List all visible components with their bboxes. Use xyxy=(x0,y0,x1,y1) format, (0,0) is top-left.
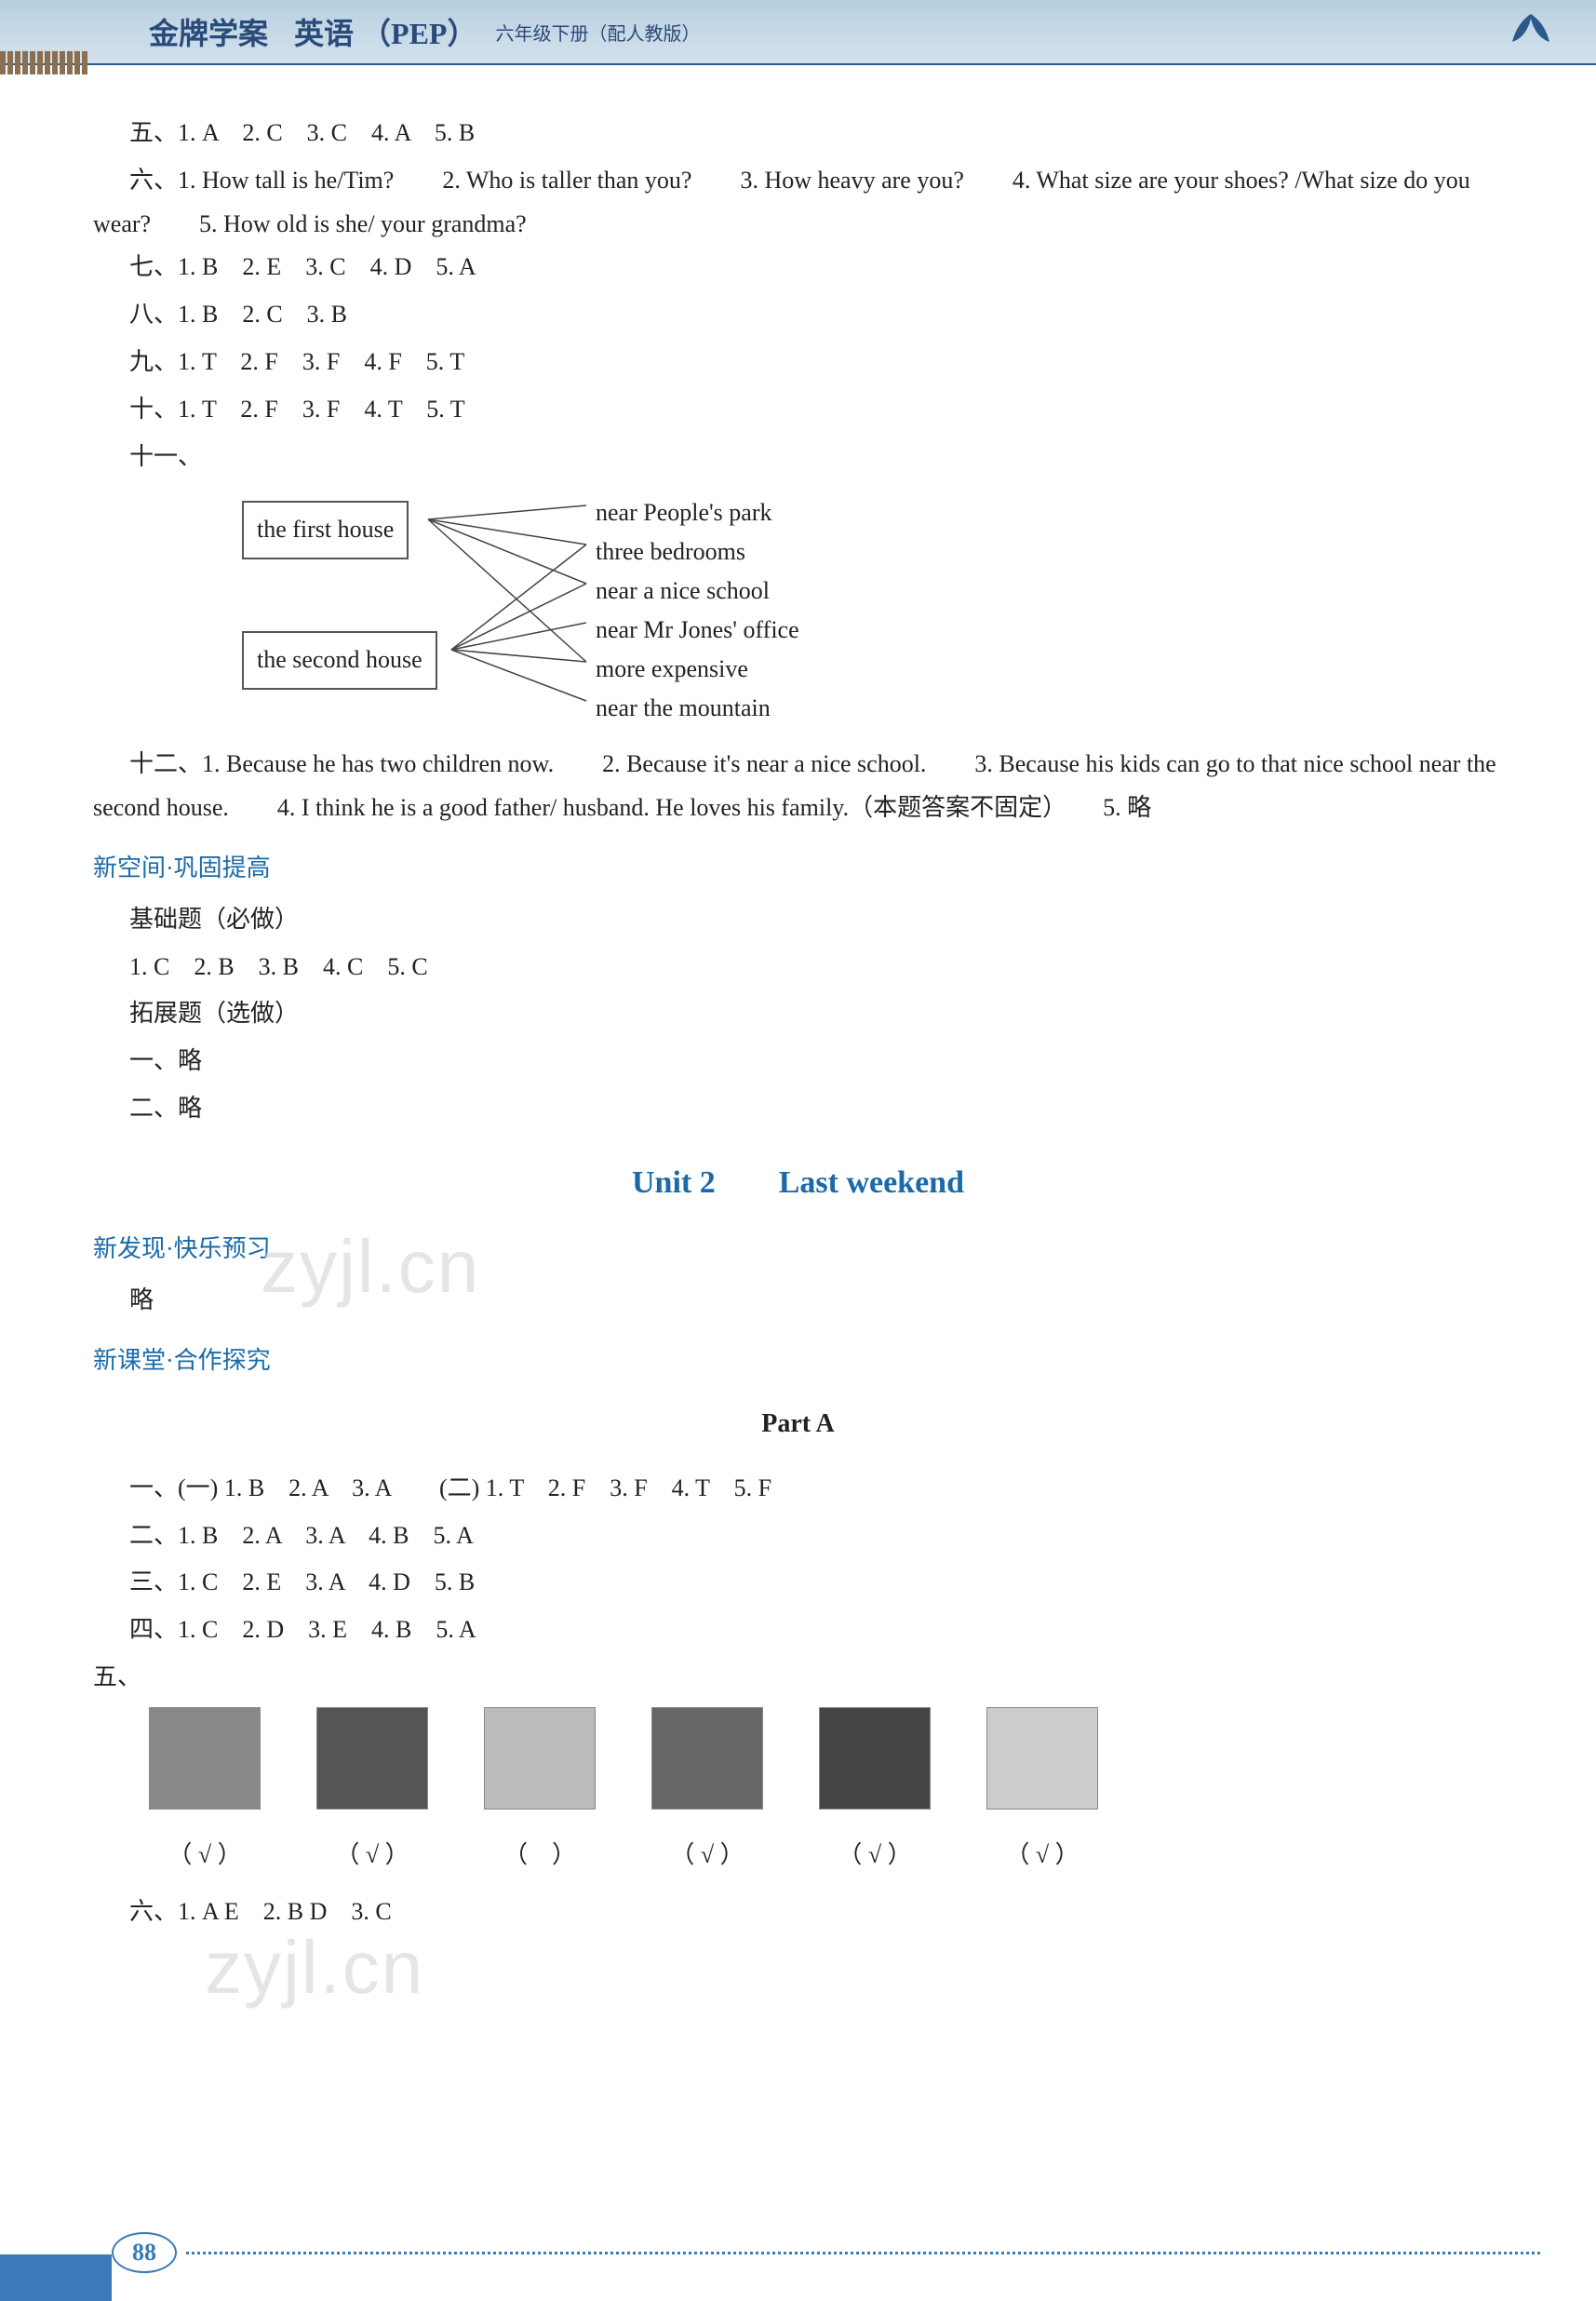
answer-eleven-label: 十一、 xyxy=(93,436,202,479)
diagram-box-2: the second house xyxy=(242,631,437,690)
section-preview: 新发现·快乐预习 xyxy=(93,1228,1503,1272)
image-item-3 xyxy=(484,1707,596,1824)
unit2-five-label: 五、 xyxy=(93,1663,141,1690)
book-title: 金牌学案 英语 （PEP） xyxy=(149,10,476,53)
unit2-two: 二、1. B 2. A 3. A 4. B 5. A xyxy=(93,1514,1503,1558)
diagram-item-3: near Mr Jones' office xyxy=(596,609,799,653)
extend-two: 二、略 xyxy=(93,1087,1503,1131)
check-6: （ √ ） xyxy=(986,1834,1098,1877)
answer-nine: 九、1. T 2. F 3. F 4. F 5. T xyxy=(93,341,1503,384)
image-item-5 xyxy=(819,1707,931,1824)
image-item-6 xyxy=(986,1707,1098,1824)
diagram-item-4: more expensive xyxy=(596,648,748,692)
check-5: （ √ ） xyxy=(819,1834,931,1877)
diagram-item-2: near a nice school xyxy=(596,570,770,613)
check-2: （ √ ） xyxy=(316,1834,428,1877)
diagram-item-5: near the mountain xyxy=(596,687,771,731)
basic-label: 基础题（必做） xyxy=(93,898,1503,942)
section-consolidate: 新空间·巩固提高 xyxy=(93,847,1503,891)
diagram-box-1: the first house xyxy=(242,501,409,559)
content-area: 五、1. A 2. C 3. C 4. A 5. B 六、1. How tall… xyxy=(0,65,1596,2040)
bottom-bar xyxy=(0,2254,112,2301)
answer-twelve: 十二、1. Because he has two children now. 2… xyxy=(93,743,1503,830)
section-classroom: 新课堂·合作探究 xyxy=(93,1339,1503,1383)
page-number: 88 xyxy=(112,2232,177,2273)
check-4: （ √ ） xyxy=(651,1834,763,1877)
answer-six: 六、1. How tall is he/Tim? 2. Who is talle… xyxy=(93,159,1503,247)
image-row xyxy=(149,1707,1503,1824)
unit2-four: 四、1. C 2. D 3. E 4. B 5. A xyxy=(93,1608,1503,1652)
diagram-item-0: near People's park xyxy=(596,491,772,535)
grade-label: 六年级下册（配人教版） xyxy=(495,19,700,46)
answer-eight: 八、1. B 2. C 3. B xyxy=(93,293,1503,337)
header-bar: 金牌学案 英语 （PEP） 六年级下册（配人教版） xyxy=(0,0,1596,65)
leaf-logo-icon xyxy=(1503,9,1559,56)
answer-ten: 十、1. T 2. F 3. F 4. T 5. T xyxy=(93,388,1503,432)
preview-content: 略 xyxy=(93,1279,1503,1323)
title-subject: 英语 xyxy=(294,17,354,50)
dotted-line xyxy=(186,2252,1540,2254)
title-pep: （PEP） xyxy=(361,17,476,50)
unit2-six: 六、1. A E 2. B D 3. C xyxy=(93,1891,1503,1934)
unit2-three: 三、1. C 2. E 3. A 4. D 5. B xyxy=(93,1561,1503,1605)
answer-seven: 七、1. B 2. E 3. C 4. D 5. A xyxy=(93,246,1503,289)
extend-label: 拓展题（选做） xyxy=(93,992,1503,1036)
image-item-1 xyxy=(149,1707,261,1824)
diagram-item-1: three bedrooms xyxy=(596,531,745,574)
image-item-4 xyxy=(651,1707,763,1824)
answer-five: 五、1. A 2. C 3. C 4. A 5. B xyxy=(93,112,1503,155)
check-3: （ ） xyxy=(484,1834,596,1877)
tick-marks xyxy=(0,51,87,74)
check-row: （ √ ） （ √ ） （ ） （ √ ） （ √ ） （ √ ） xyxy=(149,1834,1503,1877)
page: 金牌学案 英语 （PEP） 六年级下册（配人教版） 五、1. A 2. C 3.… xyxy=(0,0,1596,2301)
unit2-one: 一、(一) 1. B 2. A 3. A (二) 1. T 2. F 3. F … xyxy=(93,1467,1503,1511)
extend-one: 一、略 xyxy=(93,1040,1503,1083)
title-main: 金牌学案 xyxy=(149,17,268,50)
matching-diagram: the first house the second house near Pe… xyxy=(242,491,1503,733)
check-1: （ √ ） xyxy=(149,1834,261,1877)
basic-answers: 1. C 2. B 3. B 4. C 5. C xyxy=(93,946,1503,989)
unit-title: Unit 2 Last weekend xyxy=(93,1154,1503,1211)
image-item-2 xyxy=(316,1707,428,1824)
part-a-title: Part A xyxy=(93,1401,1503,1447)
